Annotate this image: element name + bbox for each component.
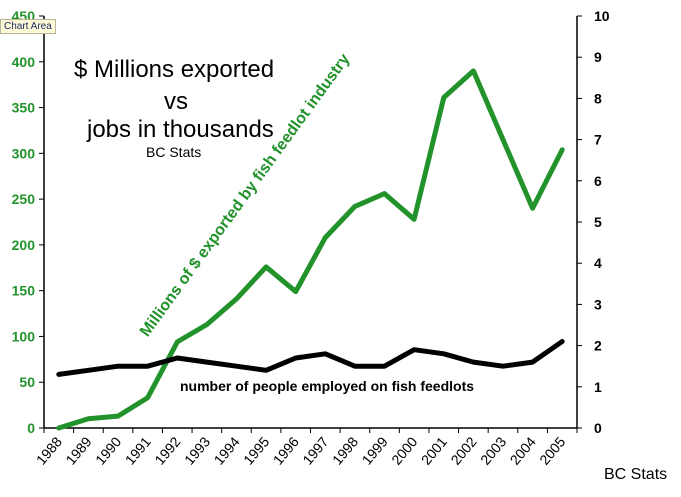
right-tick-label: 2 <box>594 338 602 354</box>
x-tick-label: 2001 <box>418 433 450 467</box>
x-tick-label: 1992 <box>151 433 183 467</box>
right-tick-label: 5 <box>594 214 602 230</box>
x-tick-label: 1988 <box>33 433 65 467</box>
x-tick-label: 1995 <box>240 433 272 467</box>
right-tick-label: 6 <box>594 173 602 189</box>
x-tick-label: 1990 <box>92 433 124 467</box>
x-tick-label: 1997 <box>299 433 331 467</box>
exports-series-line <box>56 68 565 431</box>
employment-series-line <box>56 339 565 377</box>
right-tick-label: 1 <box>594 379 602 395</box>
right-tick-label: 4 <box>594 255 602 271</box>
left-tick-label: 50 <box>19 374 35 390</box>
employment-series-label: number of people employed on fish feedlo… <box>180 378 475 394</box>
left-tick-label: 100 <box>12 328 36 344</box>
right-tick-label: 8 <box>594 90 602 106</box>
left-tick-label: 200 <box>12 237 36 253</box>
x-tick-label: 1991 <box>122 433 154 467</box>
left-tick-label: 0 <box>27 420 35 436</box>
left-tick-label: 400 <box>12 54 36 70</box>
x-tick-label: 2002 <box>447 433 479 467</box>
left-tick-label: 250 <box>12 191 36 207</box>
chart-title-line-2: vs <box>164 88 188 115</box>
x-tick-label: 1996 <box>270 433 302 467</box>
chart-area-tooltip: Chart Area <box>0 19 56 34</box>
chart-title-line-1: $ Millions exported <box>74 56 275 83</box>
right-tick-label: 7 <box>594 132 602 148</box>
chart-title-line-3: jobs in thousands <box>87 116 274 143</box>
left-tick-label: 150 <box>12 283 36 299</box>
right-tick-label: 10 <box>594 8 610 24</box>
x-tick-label: 2004 <box>507 433 539 467</box>
chart-subtitle: BC Stats <box>146 144 202 160</box>
left-tick-label: 300 <box>12 145 36 161</box>
x-tick-label: 2005 <box>536 433 568 467</box>
x-tick-label: 2000 <box>388 433 420 467</box>
right-tick-label: 0 <box>594 420 602 436</box>
x-tick-label: 1998 <box>329 433 361 467</box>
x-tick-label: 1994 <box>210 433 242 467</box>
source-footer: BC Stats <box>604 466 668 483</box>
x-tick-label: 1993 <box>181 433 213 467</box>
right-tick-label: 9 <box>594 49 602 65</box>
x-tick-label: 1999 <box>359 433 391 467</box>
left-tick-label: 350 <box>12 100 36 116</box>
x-tick-label: 1989 <box>62 433 94 467</box>
x-tick-label: 2003 <box>477 433 509 467</box>
right-tick-label: 3 <box>594 296 602 312</box>
